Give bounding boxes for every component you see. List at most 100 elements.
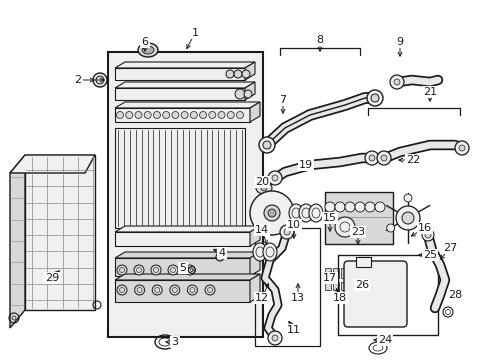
Circle shape: [135, 112, 142, 118]
Circle shape: [125, 112, 132, 118]
Text: 2: 2: [74, 75, 81, 85]
Ellipse shape: [308, 204, 323, 222]
Circle shape: [334, 202, 345, 212]
Circle shape: [234, 70, 242, 78]
Bar: [356, 282, 362, 290]
Circle shape: [134, 265, 143, 275]
Circle shape: [227, 112, 234, 118]
Bar: [348, 282, 354, 290]
Circle shape: [93, 73, 107, 87]
Text: 28: 28: [447, 290, 461, 300]
Circle shape: [354, 202, 364, 212]
Ellipse shape: [298, 204, 312, 222]
Circle shape: [218, 112, 224, 118]
Circle shape: [153, 112, 160, 118]
Text: 9: 9: [396, 37, 403, 47]
Ellipse shape: [142, 46, 154, 54]
Polygon shape: [249, 252, 260, 276]
Text: 14: 14: [254, 225, 268, 235]
Bar: [115, 128, 244, 228]
Polygon shape: [115, 102, 260, 108]
Text: 22: 22: [405, 155, 419, 165]
Text: 29: 29: [45, 273, 59, 283]
Bar: [340, 268, 346, 278]
Circle shape: [364, 202, 374, 212]
Text: 26: 26: [354, 280, 368, 290]
Ellipse shape: [252, 243, 266, 261]
Circle shape: [261, 185, 266, 191]
Circle shape: [271, 175, 278, 181]
Circle shape: [199, 112, 206, 118]
Polygon shape: [10, 155, 95, 173]
Polygon shape: [115, 252, 260, 258]
Text: 21: 21: [422, 87, 436, 97]
Bar: [115, 88, 244, 100]
Circle shape: [117, 265, 127, 275]
Text: 24: 24: [377, 335, 391, 345]
Text: 27: 27: [442, 243, 456, 253]
Circle shape: [242, 70, 249, 78]
Circle shape: [172, 112, 179, 118]
Circle shape: [370, 94, 378, 102]
Circle shape: [249, 191, 293, 235]
Circle shape: [181, 112, 188, 118]
Circle shape: [284, 229, 289, 235]
Text: 6: 6: [141, 37, 148, 47]
Circle shape: [163, 112, 169, 118]
Text: 12: 12: [254, 293, 268, 303]
Circle shape: [116, 112, 123, 118]
Bar: [325, 282, 330, 290]
Circle shape: [204, 285, 215, 295]
Ellipse shape: [256, 182, 271, 194]
Text: 25: 25: [422, 250, 436, 260]
Circle shape: [345, 202, 354, 212]
Circle shape: [151, 265, 161, 275]
Polygon shape: [244, 82, 254, 100]
Bar: [332, 282, 338, 290]
Circle shape: [458, 145, 464, 151]
Text: 17: 17: [322, 273, 336, 283]
Text: 4: 4: [218, 248, 225, 258]
Circle shape: [374, 202, 384, 212]
Circle shape: [386, 224, 394, 232]
Bar: [325, 192, 392, 244]
Circle shape: [271, 335, 278, 341]
Polygon shape: [249, 226, 260, 246]
Circle shape: [267, 209, 275, 217]
Bar: [115, 68, 244, 80]
Polygon shape: [244, 62, 254, 80]
Bar: [356, 268, 362, 278]
Text: 5: 5: [179, 263, 186, 273]
Polygon shape: [115, 274, 260, 280]
Ellipse shape: [138, 43, 158, 57]
Circle shape: [134, 285, 144, 295]
Circle shape: [264, 205, 280, 221]
Circle shape: [236, 112, 243, 118]
Bar: [332, 268, 338, 278]
Bar: [355, 257, 370, 267]
Polygon shape: [115, 62, 254, 68]
Bar: [108, 52, 263, 337]
Circle shape: [117, 285, 127, 295]
Text: 7: 7: [279, 95, 286, 105]
Circle shape: [366, 90, 382, 106]
Circle shape: [244, 90, 251, 98]
Bar: [337, 255, 437, 335]
Polygon shape: [115, 82, 254, 88]
Text: 11: 11: [286, 325, 301, 335]
Text: 2: 2: [74, 75, 81, 85]
Circle shape: [144, 112, 151, 118]
Text: 20: 20: [254, 177, 268, 187]
Circle shape: [380, 155, 386, 161]
Circle shape: [403, 194, 411, 202]
Text: 16: 16: [417, 223, 431, 233]
Circle shape: [364, 151, 378, 165]
Circle shape: [393, 79, 399, 85]
Circle shape: [421, 224, 428, 232]
Circle shape: [389, 75, 403, 89]
Text: 1: 1: [191, 28, 198, 38]
Bar: [115, 280, 249, 302]
Polygon shape: [10, 155, 25, 328]
Bar: [340, 282, 346, 290]
Bar: [115, 108, 249, 122]
